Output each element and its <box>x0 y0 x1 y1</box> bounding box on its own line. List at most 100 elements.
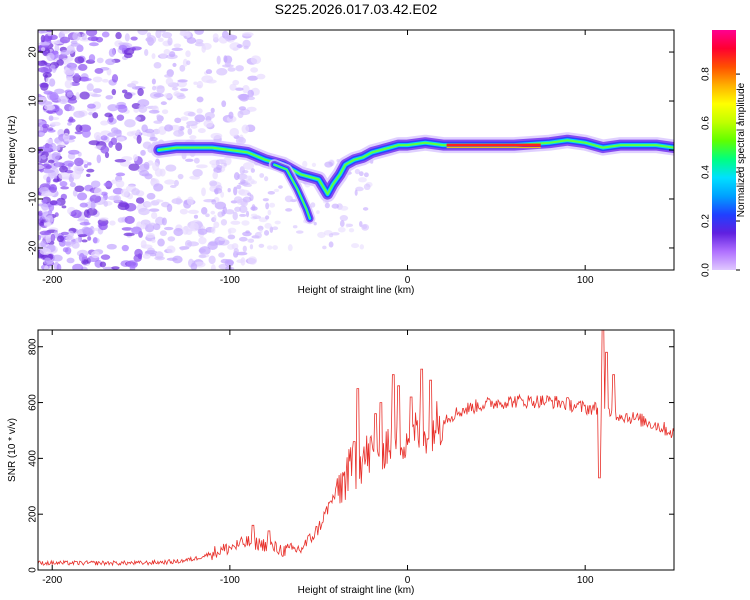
noise-blob <box>159 230 167 237</box>
noise-blob <box>40 240 47 248</box>
noise-blob <box>38 60 48 66</box>
noise-blob <box>250 67 259 73</box>
noise-blob <box>247 256 258 265</box>
noise-blob <box>205 69 213 75</box>
noise-blob <box>45 215 54 224</box>
noise-blob <box>45 165 52 169</box>
noise-blob <box>61 205 67 209</box>
noise-blob <box>154 168 163 177</box>
noise-blob <box>237 110 244 119</box>
noise-blob <box>355 186 364 192</box>
y-tick-label: 10 <box>28 95 39 107</box>
noise-blob <box>328 233 334 238</box>
noise-blob <box>43 257 52 266</box>
noise-blob <box>38 210 43 217</box>
noise-blob <box>169 184 177 189</box>
noise-blob <box>348 228 355 233</box>
noise-blob <box>235 65 244 72</box>
noise-blob <box>148 208 160 212</box>
noise-blob <box>165 77 174 86</box>
noise-blob <box>111 179 117 184</box>
noise-blob <box>99 261 107 268</box>
noise-blob <box>182 58 188 67</box>
noise-blob <box>234 87 244 91</box>
noise-blob <box>127 83 137 88</box>
noise-blob <box>187 111 196 117</box>
noise-blob <box>121 227 133 231</box>
colorbar-bar <box>712 30 736 270</box>
noise-blob <box>324 202 330 209</box>
noise-blob <box>195 164 208 169</box>
noise-blob <box>56 59 64 66</box>
noise-blob <box>180 30 187 37</box>
noise-blob <box>203 119 214 128</box>
noise-blob <box>171 198 183 205</box>
noise-blob <box>310 202 316 208</box>
noise-blob <box>67 98 78 104</box>
noise-blob <box>113 129 122 135</box>
noise-blob <box>74 157 84 167</box>
noise-blob <box>186 37 197 44</box>
noise-blob <box>233 186 238 196</box>
noise-blob <box>100 135 108 141</box>
noise-blob <box>138 207 150 216</box>
noise-blob <box>230 220 241 225</box>
noise-blob <box>59 36 71 44</box>
noise-blob <box>324 161 333 168</box>
noise-blob <box>212 33 219 41</box>
noise-blob <box>137 88 144 97</box>
noise-blob <box>146 192 156 200</box>
noise-blob <box>161 217 167 226</box>
y-tick-label: -20 <box>28 240 39 255</box>
noise-blob <box>211 163 216 168</box>
noise-blob <box>49 64 56 70</box>
noise-blob <box>103 200 108 207</box>
noise-blob <box>100 120 109 126</box>
noise-blob <box>198 237 207 245</box>
noise-blob <box>38 119 43 123</box>
noise-blob <box>151 238 156 243</box>
noise-blob <box>71 170 82 180</box>
snr-line <box>38 330 674 567</box>
noise-blob <box>240 179 246 184</box>
noise-blob <box>75 124 83 132</box>
noise-blob <box>117 217 125 223</box>
noise-blob <box>74 237 80 244</box>
noise-blob <box>66 91 73 98</box>
noise-blob <box>187 128 193 135</box>
noise-blob <box>354 189 358 196</box>
noise-blob <box>164 74 173 78</box>
noise-blob <box>225 266 233 270</box>
y-tick-label: 0 <box>28 567 39 573</box>
noise-blob <box>124 33 130 42</box>
noise-blob <box>140 149 146 156</box>
noise-blob <box>284 195 293 203</box>
noise-blob <box>38 164 45 170</box>
noise-blob <box>241 124 250 134</box>
noise-blob <box>274 220 281 225</box>
noise-blob <box>72 74 82 83</box>
noise-blob <box>67 122 72 126</box>
y-tick-label: 400 <box>28 450 39 467</box>
noise-blob <box>233 172 240 181</box>
noise-blob <box>81 33 87 41</box>
noise-blob <box>186 60 191 66</box>
noise-blob <box>74 131 83 135</box>
noise-blob <box>235 251 248 256</box>
noise-blob <box>110 137 118 145</box>
noise-blob <box>86 83 94 92</box>
noise-blob <box>292 225 298 229</box>
noise-blob <box>243 183 252 188</box>
noise-blob <box>194 114 206 123</box>
noise-blob <box>227 187 231 193</box>
noise-blob <box>85 30 98 37</box>
noise-blob <box>42 143 54 152</box>
noise-blob <box>254 231 262 239</box>
noise-blob <box>144 48 149 56</box>
noise-blob <box>136 134 142 144</box>
x-tick-label: 100 <box>577 575 594 586</box>
noise-blob <box>116 114 125 121</box>
noise-blob <box>151 78 156 85</box>
